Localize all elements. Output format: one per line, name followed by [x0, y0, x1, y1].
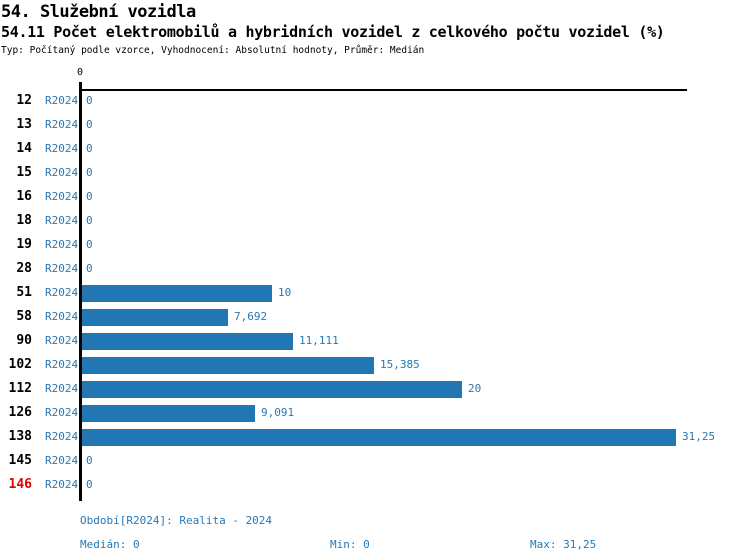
row-series-label: R2024	[45, 118, 79, 131]
bar-value-label: 15,385	[380, 358, 420, 371]
bar-value-label: 0	[86, 262, 93, 275]
period-label: Období[R2024]: Realita - 2024	[80, 514, 273, 527]
row-series-label: R2024	[45, 358, 79, 371]
row-series-label: R2024	[45, 166, 79, 179]
bar	[82, 357, 374, 374]
bar	[82, 381, 462, 398]
row-series-label: R2024	[45, 382, 79, 395]
chart-row: 126 R2024 9,091	[0, 401, 750, 425]
row-category-label: 13	[16, 117, 32, 132]
chart-row: 145 R2024 0	[0, 449, 750, 473]
bar	[82, 405, 255, 422]
chart-row: 12 R2024 0	[0, 89, 750, 113]
row-category-label: 102	[8, 357, 32, 372]
bar-value-label: 0	[86, 214, 93, 227]
bar-value-label: 9,091	[261, 406, 295, 419]
row-series-label: R2024	[45, 430, 79, 443]
bar	[82, 285, 272, 302]
row-category-label: 112	[8, 381, 32, 396]
bar-value-label: 0	[86, 454, 93, 467]
chart-row: 13 R2024 0	[0, 113, 750, 137]
max-stat: Max: 31,25	[530, 538, 597, 551]
chart-row: 90 R2024 11,111	[0, 329, 750, 353]
row-series-label: R2024	[45, 238, 79, 251]
chart-row: 112 R2024 20	[0, 377, 750, 401]
chart-row: 14 R2024 0	[0, 137, 750, 161]
row-category-label: 16	[16, 189, 32, 204]
row-series-label: R2024	[45, 262, 79, 275]
row-category-label: 138	[8, 429, 32, 444]
chart-row: 58 R2024 7,692	[0, 305, 750, 329]
row-series-label: R2024	[45, 214, 79, 227]
bar	[82, 429, 676, 446]
row-category-label: 145	[8, 453, 32, 468]
row-category-label: 15	[16, 165, 32, 180]
x-axis-line	[80, 89, 687, 91]
row-series-label: R2024	[45, 478, 79, 491]
page-title: 54. Služební vozidla	[1, 2, 196, 22]
row-series-label: R2024	[45, 142, 79, 155]
bar-value-label: 0	[86, 142, 93, 155]
row-category-label: 14	[16, 141, 32, 156]
chart-row: 19 R2024 0	[0, 233, 750, 257]
bar-value-label: 31,25	[682, 430, 716, 443]
row-category-label: 126	[8, 405, 32, 420]
chart-row: 138 R2024 31,25	[0, 425, 750, 449]
row-category-label: 18	[16, 213, 32, 228]
bar-value-label: 0	[86, 238, 93, 251]
row-category-label: 90	[16, 333, 32, 348]
row-category-label: 12	[16, 93, 32, 108]
row-series-label: R2024	[45, 310, 79, 323]
chart-row: 15 R2024 0	[0, 161, 750, 185]
bar-value-label: 0	[86, 190, 93, 203]
chart-row: 28 R2024 0	[0, 257, 750, 281]
chart-row: 51 R2024 10	[0, 281, 750, 305]
chart-row: 146 R2024 0	[0, 473, 750, 497]
chart-title: 54.11 Počet elektromobilů a hybridních v…	[1, 23, 665, 41]
bar-value-label: 0	[86, 166, 93, 179]
row-series-label: R2024	[45, 190, 79, 203]
row-series-label: R2024	[45, 454, 79, 467]
row-category-label: 51	[16, 285, 32, 300]
x-axis-tick-label: 0	[76, 67, 84, 78]
bar	[82, 309, 228, 326]
row-category-label: 28	[16, 261, 32, 276]
row-series-label: R2024	[45, 334, 79, 347]
bar-value-label: 0	[86, 478, 93, 491]
chart-rows: 12 R2024 0 13 R2024 0 14 R2024 0 15 R2024 0 16 R2024 0…	[0, 89, 750, 497]
row-category-label: 58	[16, 309, 32, 324]
chart-row: 102 R2024 15,385	[0, 353, 750, 377]
bar-value-label: 10	[278, 286, 292, 299]
bar-value-label: 20	[468, 382, 482, 395]
row-series-label: R2024	[45, 286, 79, 299]
row-category-label: 19	[16, 237, 32, 252]
median-stat: Medián: 0	[80, 538, 140, 551]
bar	[82, 333, 293, 350]
bar-value-label: 0	[86, 118, 93, 131]
row-series-label: R2024	[45, 94, 79, 107]
y-axis-line	[79, 82, 82, 501]
bar-value-label: 11,111	[299, 334, 339, 347]
chart-row: 16 R2024 0	[0, 185, 750, 209]
chart-subtitle: Typ: Počítaný podle vzorce, Vyhodnocení:…	[1, 45, 425, 56]
bar-value-label: 7,692	[234, 310, 268, 323]
row-series-label: R2024	[45, 406, 79, 419]
chart-row: 18 R2024 0	[0, 209, 750, 233]
row-category-label: 146	[8, 477, 32, 492]
bar-value-label: 0	[86, 94, 93, 107]
min-stat: Min: 0	[330, 538, 370, 551]
